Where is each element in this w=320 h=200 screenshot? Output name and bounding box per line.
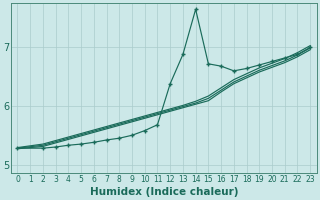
X-axis label: Humidex (Indice chaleur): Humidex (Indice chaleur): [90, 187, 238, 197]
